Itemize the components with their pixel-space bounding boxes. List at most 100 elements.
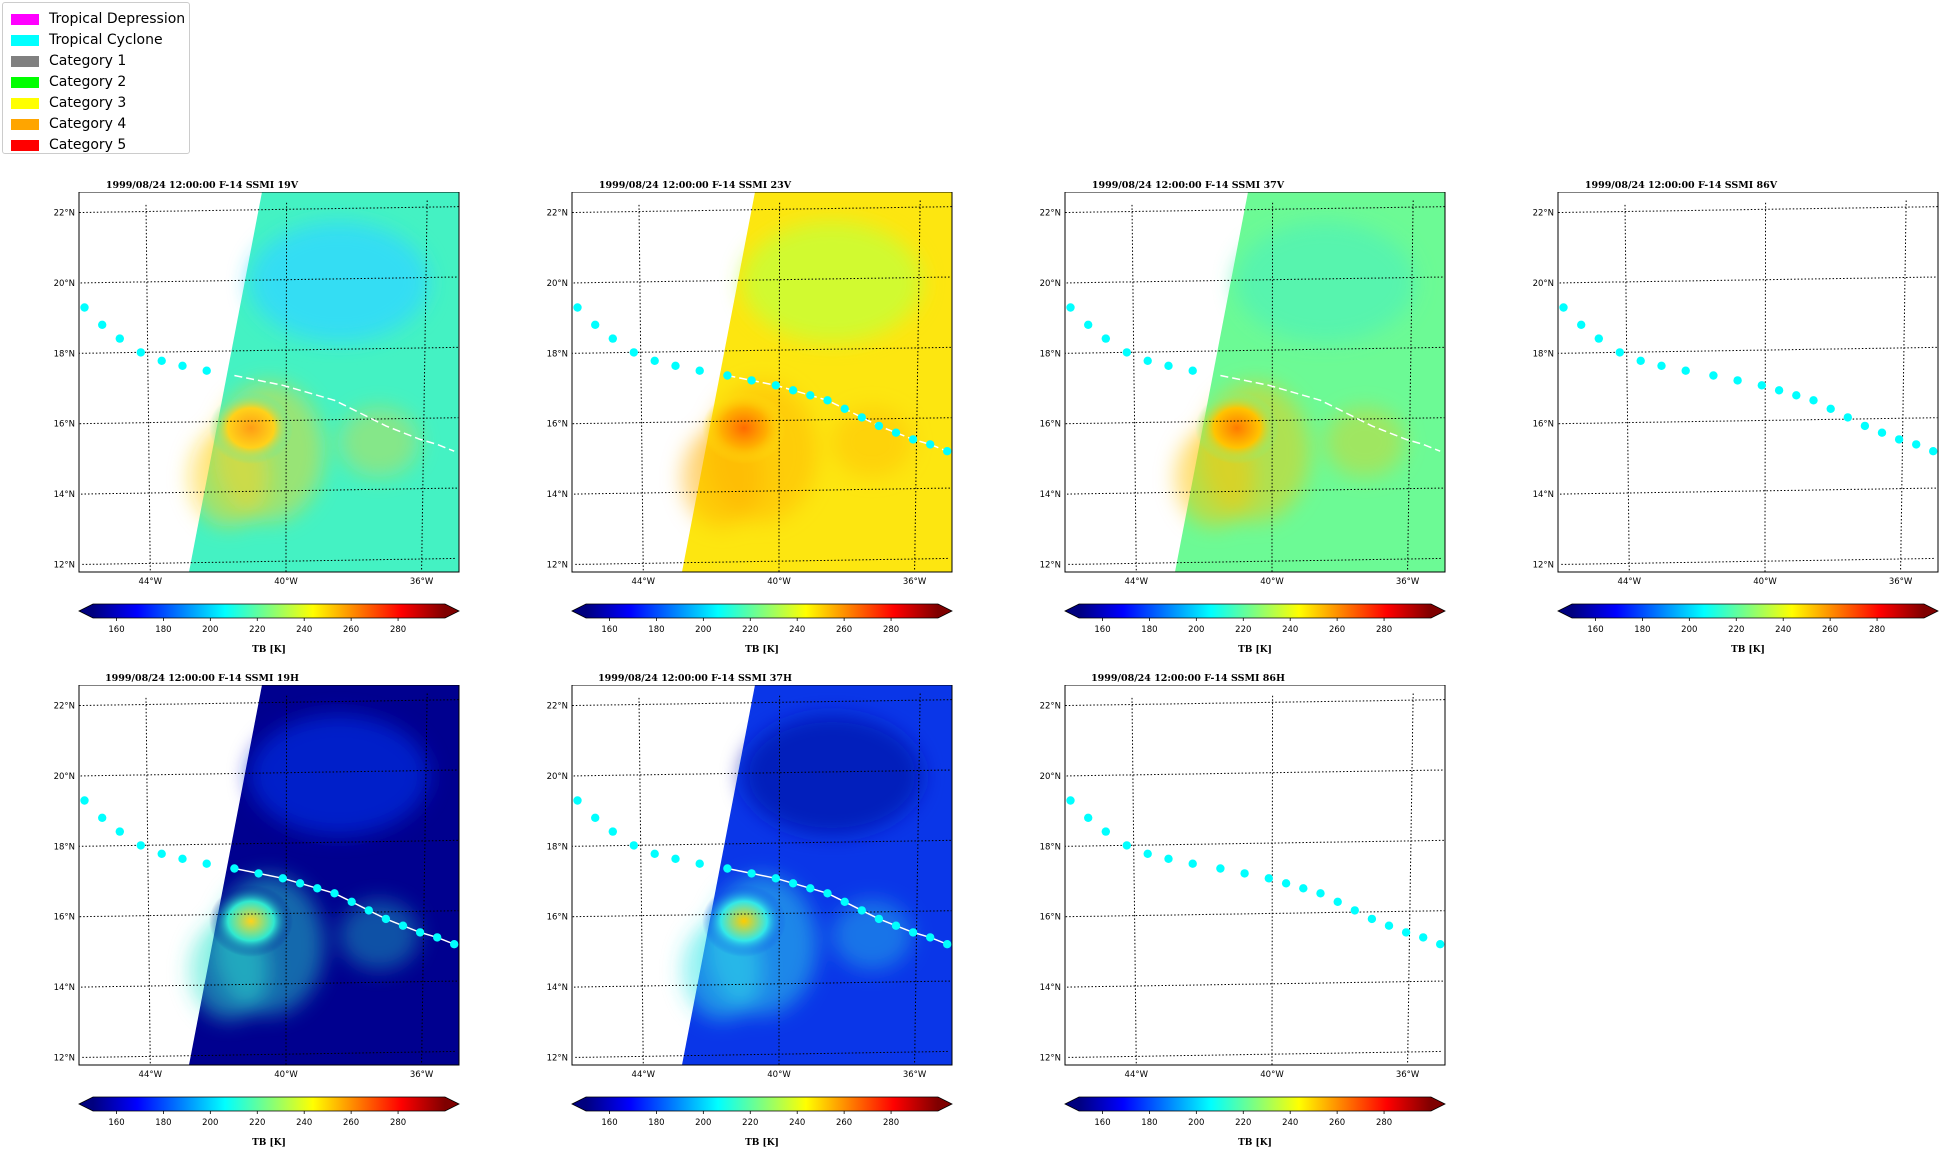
- track-point: [573, 303, 582, 312]
- parallel-line: [1065, 276, 1445, 284]
- y-tick-label: 22°N: [547, 702, 568, 712]
- y-tick-label: 14°N: [547, 983, 568, 993]
- track-point: [891, 921, 901, 930]
- legend-label: Tropical Cyclone: [49, 32, 163, 48]
- track-point: [650, 849, 659, 858]
- map-plot: 12°N 14°N 16°N 18°N 20°N 22°N 44°W 40°W 36°W: [54, 685, 460, 1080]
- track-point: [1657, 361, 1666, 370]
- track-point: [806, 884, 815, 893]
- legend-swatch: [11, 13, 39, 25]
- y-tick-label: 14°N: [54, 490, 75, 500]
- track-point: [295, 879, 305, 888]
- colorbar-tick-label: 180: [1634, 625, 1650, 635]
- track-point: [115, 827, 125, 836]
- storm-core: [209, 885, 293, 957]
- track-point: [381, 914, 391, 924]
- parallel-line: [1068, 557, 1442, 565]
- track-point: [415, 928, 425, 937]
- map-plot: 12°N 14°N 16°N 18°N 20°N 22°N 44°W 40°W 36°W: [1533, 192, 1939, 587]
- parallel-line: [572, 699, 952, 707]
- map-frame: [1557, 192, 1939, 573]
- track-point: [98, 320, 107, 329]
- colorbar-tick-label: 220: [742, 625, 758, 635]
- colorbar-tick-label: 260: [836, 1118, 852, 1128]
- y-tick-label: 12°N: [54, 1053, 75, 1063]
- map-frame: [78, 685, 460, 1066]
- map-plot: 12°N 14°N 16°N 18°N 20°N 22°N 44°W 40°W 36°W: [547, 685, 953, 1080]
- colorbar: 160 180 200 220 240 260 280: [78, 603, 460, 635]
- map-frame: [1064, 685, 1446, 1066]
- colorbar-label: TB [K]: [745, 1138, 779, 1148]
- track-line: [1220, 374, 1441, 452]
- track-point: [178, 854, 187, 863]
- colorbar-tick-label: 200: [1681, 625, 1697, 635]
- parallel-line: [79, 276, 459, 284]
- y-tick-label: 12°N: [547, 1053, 568, 1063]
- colorbar-label: TB [K]: [745, 645, 779, 655]
- colorbar: 160 180 200 220 240 260 280: [1064, 1096, 1446, 1128]
- y-tick-label: 18°N: [1040, 349, 1061, 359]
- y-tick-label: 14°N: [54, 983, 75, 993]
- track-point: [1367, 914, 1377, 924]
- legend-swatch: [11, 34, 39, 46]
- colorbar-tick-label: 240: [1282, 625, 1298, 635]
- x-tick-label: 40°W: [767, 1070, 791, 1080]
- track-point: [1084, 320, 1093, 329]
- track-point: [1894, 435, 1904, 444]
- colorbar-tick-label: 260: [1329, 625, 1345, 635]
- y-tick-label: 16°N: [54, 420, 75, 430]
- parallel-line: [82, 557, 456, 565]
- legend-swatch: [11, 139, 39, 151]
- colorbar-extend-left: [1065, 604, 1079, 618]
- legend-label: Category 4: [49, 116, 127, 132]
- track-point: [80, 796, 89, 805]
- colorbar-label: TB [K]: [1238, 1138, 1272, 1148]
- y-tick-label: 20°N: [547, 279, 568, 289]
- track-point: [1401, 928, 1411, 937]
- colorbar-tick-label: 200: [695, 625, 711, 635]
- track-point: [1122, 348, 1131, 357]
- parallel-line: [572, 769, 952, 777]
- track-point: [747, 869, 756, 878]
- parallel-line: [575, 1050, 949, 1058]
- x-tick-label: 36°W: [410, 577, 434, 587]
- track-point: [608, 827, 617, 836]
- track-point: [1350, 906, 1359, 915]
- track-point: [1774, 386, 1784, 395]
- track-point: [943, 447, 952, 456]
- colorbar-tick-label: 240: [296, 1118, 312, 1128]
- track-point: [908, 928, 918, 937]
- y-tick-label: 18°N: [1533, 349, 1554, 359]
- y-tick-label: 20°N: [1040, 772, 1061, 782]
- track-point: [1636, 356, 1645, 365]
- parallel-line: [1065, 910, 1445, 918]
- track-point: [1188, 859, 1197, 868]
- colorbar-tick-label: 220: [742, 1118, 758, 1128]
- colorbar-tick-label: 280: [883, 1118, 899, 1128]
- track-point: [857, 413, 866, 422]
- y-tick-label: 20°N: [54, 772, 75, 782]
- colorbar: 160 180 200 220 240 260 280: [1557, 603, 1939, 635]
- x-tick-label: 44°W: [1618, 577, 1642, 587]
- track-point: [1101, 827, 1110, 836]
- colorbar-tick-label: 240: [1282, 1118, 1298, 1128]
- x-tick-label: 44°W: [1125, 1070, 1149, 1080]
- colorbar-tick-label: 200: [1188, 625, 1204, 635]
- colorbar-label: TB [K]: [1238, 645, 1272, 655]
- track-point: [591, 320, 600, 329]
- track-point: [364, 906, 373, 915]
- legend-item: Category 1: [11, 51, 126, 71]
- y-tick-label: 22°N: [54, 702, 75, 712]
- y-tick-label: 22°N: [54, 209, 75, 219]
- track-point: [1384, 921, 1394, 930]
- track-point: [788, 386, 798, 395]
- track-point: [573, 796, 582, 805]
- parallel-line: [572, 206, 952, 214]
- track-point: [450, 940, 459, 949]
- y-tick-label: 16°N: [54, 913, 75, 923]
- colorbar-tick-label: 240: [789, 625, 805, 635]
- colorbar-extend-left: [572, 604, 586, 618]
- track-point: [823, 889, 832, 898]
- track-point: [723, 371, 732, 380]
- y-tick-label: 18°N: [1040, 842, 1061, 852]
